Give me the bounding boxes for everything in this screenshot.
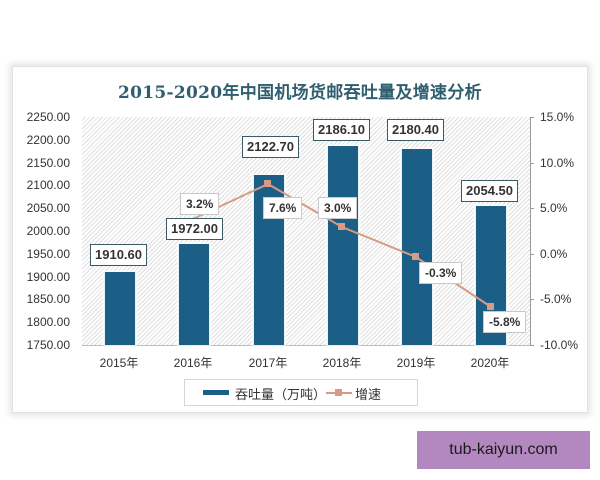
left-tick: 1800.00 <box>26 315 70 329</box>
right-axis-tick-mark <box>530 345 534 346</box>
right-tick: 15.0% <box>540 110 575 124</box>
right-tick: 10.0% <box>540 156 575 170</box>
bar-value-label: 2180.40 <box>387 119 444 141</box>
right-axis-tick-mark <box>530 163 534 164</box>
bar-value-label: 2186.10 <box>313 119 370 141</box>
x-tick: 2019年 <box>396 356 436 370</box>
bar-2016 <box>178 244 210 345</box>
legend-bar-label: 吞吐量（万吨） <box>235 387 327 402</box>
watermark-badge: tub-kaiyun.com <box>417 431 590 469</box>
growth-value-label: 3.2% <box>180 193 220 215</box>
right-axis-tick-mark <box>530 208 534 209</box>
bar-value-label: 2122.70 <box>242 136 299 158</box>
left-tick: 2000.00 <box>26 224 70 238</box>
left-tick: 2100.00 <box>26 178 70 192</box>
x-tick: 2018年 <box>322 356 362 370</box>
right-axis-tick-mark <box>530 299 534 300</box>
x-axis-line <box>82 345 530 346</box>
right-axis-tick-mark <box>530 117 534 118</box>
plot-area <box>82 117 530 345</box>
bar-value-label: 1910.60 <box>90 244 147 266</box>
bar-2015 <box>104 272 136 345</box>
chart-title: 2015-2020年中国机场货邮吞吐量及增速分析 <box>118 83 482 103</box>
bar-2018 <box>327 146 359 345</box>
left-tick: 1750.00 <box>26 338 70 352</box>
legend-line-label: 增速 <box>355 387 382 402</box>
legend-line-marker-icon <box>335 389 342 396</box>
right-tick: -5.0% <box>540 292 572 306</box>
growth-value-label: 3.0% <box>318 197 358 219</box>
left-tick: 1900.00 <box>26 270 70 284</box>
left-tick: 2150.00 <box>26 156 70 170</box>
bar-value-label: 2054.50 <box>461 180 518 202</box>
legend: 吞吐量（万吨） 增速 <box>184 379 418 406</box>
growth-value-label: 7.6% <box>263 197 303 219</box>
right-tick: 5.0% <box>540 201 568 215</box>
x-tick: 2015年 <box>99 356 139 370</box>
x-tick: 2017年 <box>248 356 288 370</box>
bar-value-label: 1972.00 <box>166 218 223 240</box>
x-tick: 2020年 <box>470 356 510 370</box>
x-tick: 2016年 <box>173 356 213 370</box>
right-axis-tick-mark <box>530 254 534 255</box>
left-tick: 2200.00 <box>26 133 70 147</box>
left-tick: 1950.00 <box>26 247 70 261</box>
left-tick: 2250.00 <box>26 110 70 124</box>
right-axis-line <box>530 117 531 345</box>
growth-value-label: -0.3% <box>419 262 463 284</box>
bar-2019 <box>401 149 433 345</box>
growth-value-label: -5.8% <box>483 311 527 333</box>
left-tick: 2050.00 <box>26 201 70 215</box>
right-tick: -10.0% <box>540 338 579 352</box>
legend-bar-swatch-icon <box>203 390 229 395</box>
right-tick: 0.0% <box>540 247 568 261</box>
left-tick: 1850.00 <box>26 292 70 306</box>
